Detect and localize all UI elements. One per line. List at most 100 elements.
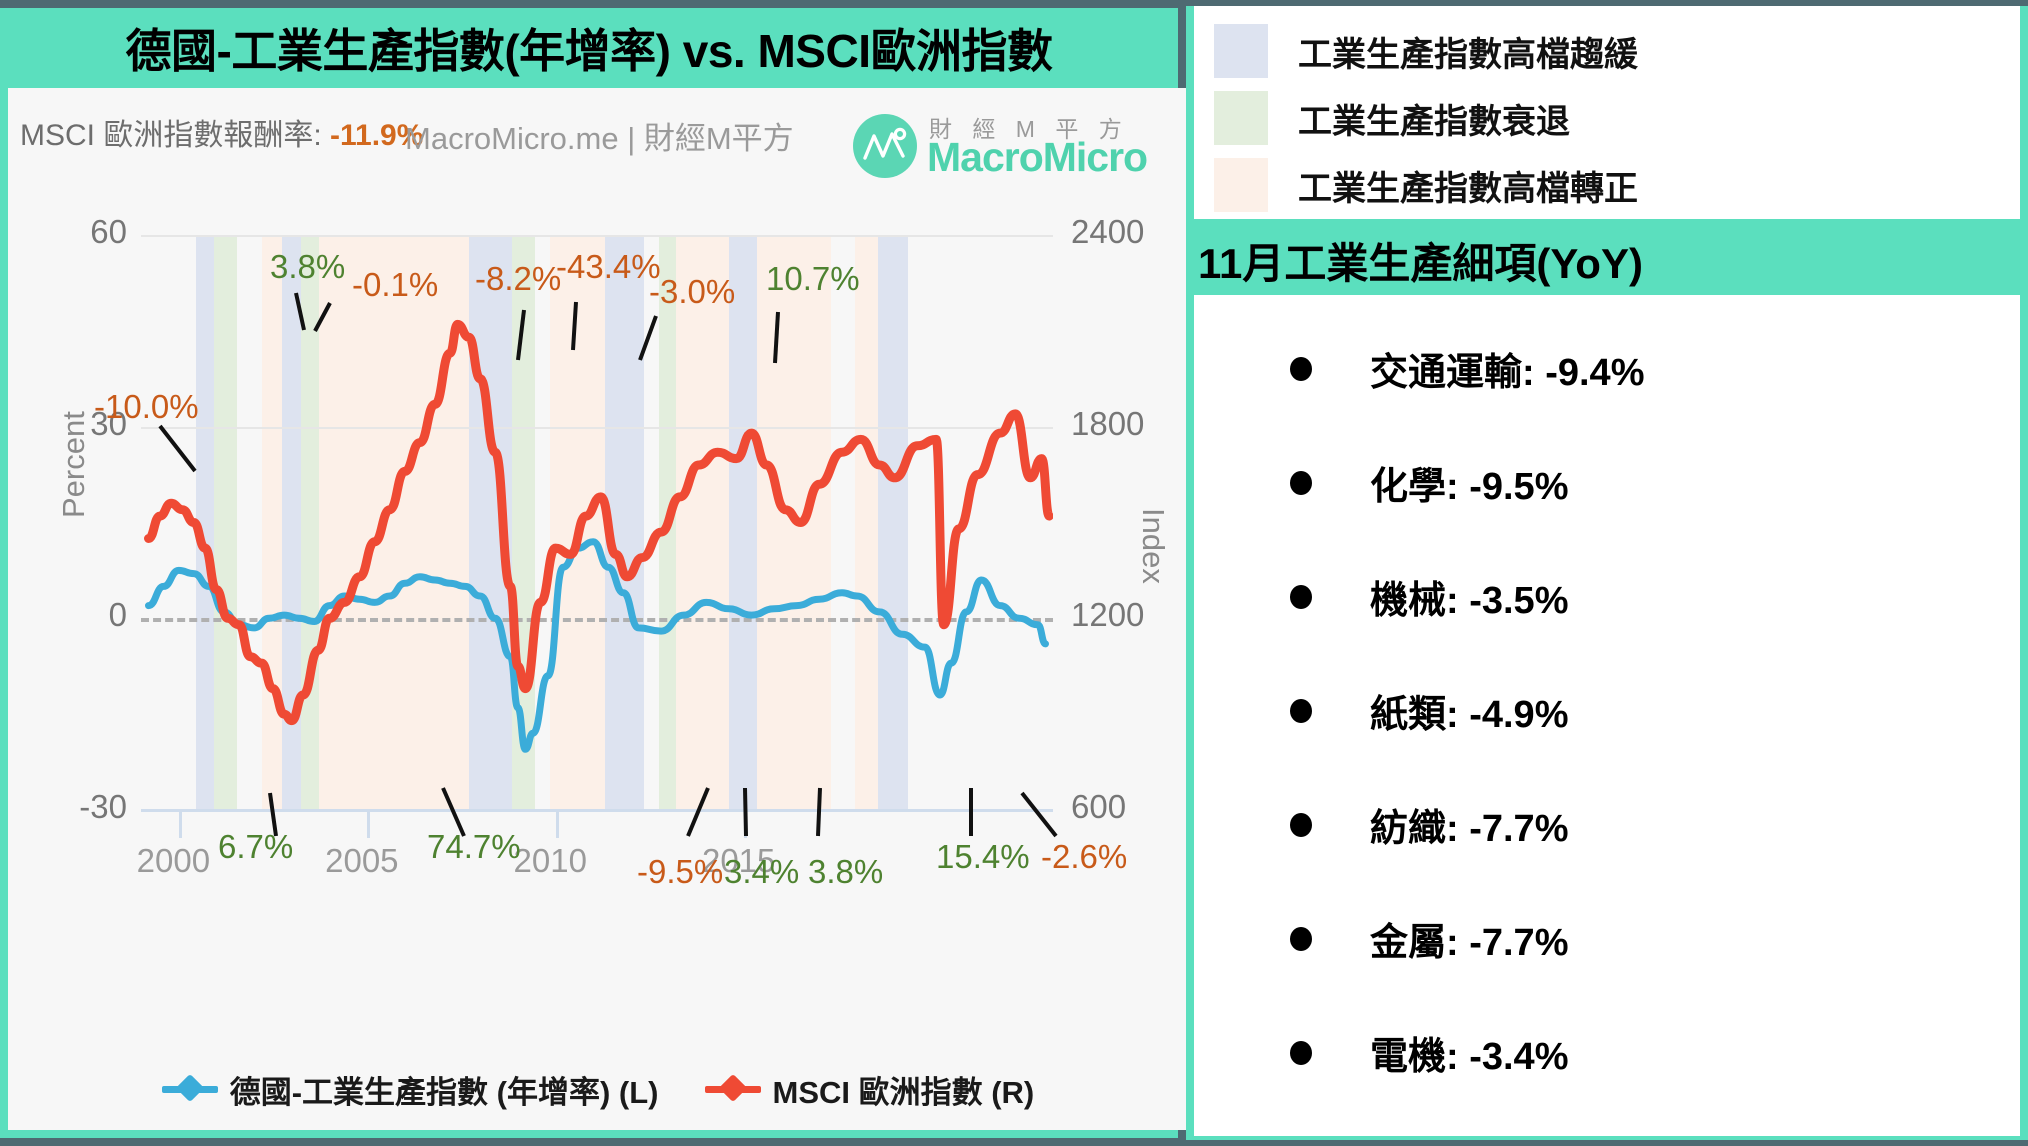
gridline	[141, 235, 1053, 237]
x-tickmark	[743, 810, 747, 838]
shaded-bands	[141, 235, 1053, 810]
gridline	[141, 426, 1053, 429]
y-tick-right: 1800	[1071, 404, 1145, 442]
y-tick-right: 1200	[1071, 596, 1145, 634]
band-legend-item: 工業生產指數高檔轉正	[1214, 158, 1638, 212]
band-legend: 工業生產指數高檔趨緩 工業生產指數衰退工業生產指數高檔轉正	[1194, 6, 2020, 219]
bullet-icon	[1290, 1040, 1312, 1065]
detail-list-item: 化學: -9.5%	[1194, 455, 2020, 510]
band-slowdown	[282, 235, 302, 810]
chart-title-bar: 德國-工業生產指數(年增率) vs. MSCI歐洲指數	[0, 8, 1178, 88]
bullet-icon	[1290, 470, 1312, 495]
band-legend-item: 工業生產指數衰退	[1214, 91, 1570, 145]
chart-annotation: 3.8%	[808, 853, 884, 890]
band-legend-item: 工業生產指數高檔趨緩	[1214, 24, 1638, 78]
band-legend-label: 工業生產指數衰退	[1298, 102, 1570, 141]
y-tick-left: 0	[108, 596, 127, 634]
legend-label-ip: 德國-工業生產指數 (年增率) (L)	[229, 1074, 659, 1110]
band-turn_positive	[318, 235, 469, 810]
band-slowdown	[728, 235, 758, 810]
x-tick: 2015	[701, 842, 776, 879]
x-tick: 2000	[136, 842, 211, 879]
zero-line	[141, 618, 1053, 623]
series-legend: 德國-工業生產指數 (年增率) (L) MSCI 歐洲指數 (R)	[8, 1062, 1188, 1116]
y-tick-left: 30	[90, 404, 127, 442]
band-legend-label: 工業生產指數高檔轉正	[1298, 169, 1638, 208]
bullet-icon	[1290, 356, 1312, 381]
chart-annotation: -10.0%	[94, 388, 199, 425]
detail-list-label: 紡織: -7.7%	[1370, 808, 1569, 850]
legend-label-msci: MSCI 歐洲指數 (R)	[772, 1074, 1035, 1110]
band-legend-label: 工業生產指數高檔趨緩	[1298, 35, 1638, 74]
detail-list-item: 交通運輸: -9.4%	[1194, 341, 2020, 396]
chart-annotation: -43.4%	[556, 248, 661, 285]
x-tickmark	[178, 810, 182, 838]
band-slowdown	[195, 235, 215, 810]
macromicro-logo: 財 經 M 平 方 MacroMicro	[853, 110, 1173, 182]
detail-list-item: 機械: -3.5%	[1194, 569, 2020, 624]
chart-annotation: -2.6%	[1041, 838, 1128, 875]
legend-marker-msci-icon	[704, 1073, 761, 1103]
brand-cn: 財 經 M 平 方	[929, 116, 1129, 142]
msci-return-value: -11.9%	[330, 119, 424, 152]
legend-item-msci[interactable]: MSCI 歐洲指數 (R)	[704, 1067, 1035, 1112]
x-tick: 2010	[513, 842, 587, 879]
side-panel: 工業生產指數高檔趨緩 工業生產指數衰退工業生產指數高檔轉正 11月工業生產細項(Y…	[1186, 6, 2028, 1140]
band-swatch	[1214, 24, 1268, 78]
bullet-icon	[1290, 812, 1312, 837]
bullet-icon	[1290, 926, 1312, 951]
bullet-icon	[1290, 698, 1312, 723]
detail-panel-list: 交通運輸: -9.4% 化學: -9.5% 機械: -3.5% 紙類: -4.9% 紡織…	[1194, 295, 2020, 1136]
band-turn_positive	[855, 235, 878, 810]
band-swatch	[1214, 158, 1268, 212]
bullet-icon	[1290, 584, 1312, 609]
detail-list-label: 金屬: -7.7%	[1370, 922, 1569, 964]
y-tick-left: -30	[79, 788, 127, 825]
detail-list-item: 紡織: -7.7%	[1194, 797, 2020, 852]
chart-annotation: 3.8%	[270, 248, 346, 285]
chart-annotation: 3.4%	[724, 853, 800, 890]
legend-marker-ip-icon	[161, 1073, 218, 1103]
detail-list-label: 交通運輸: -9.4%	[1370, 352, 1645, 394]
msci-return-text: MSCI 歐洲指數報酬率:	[20, 119, 322, 152]
chart-annotation: 6.7%	[218, 828, 294, 865]
msci-return-label: MSCI 歐洲指數報酬率: -11.9%	[20, 110, 423, 154]
y-axis-label-right: Index	[1136, 508, 1171, 584]
band-swatch	[1214, 91, 1268, 145]
x-tick: 2005	[325, 842, 399, 879]
chart-annotation: 15.4%	[936, 838, 1030, 875]
y-tick-right: 600	[1071, 788, 1127, 825]
detail-list-item: 紙類: -4.9%	[1194, 683, 2020, 738]
detail-list-label: 紙類: -4.9%	[1370, 694, 1569, 736]
x-axis-line	[141, 809, 1053, 812]
chart-annotation: -8.2%	[475, 260, 562, 297]
y-tick-left: 60	[90, 213, 127, 250]
plot-area	[141, 235, 1053, 812]
chart-annotation: -3.0%	[649, 273, 736, 310]
detail-panel-header: 11月工業生產細項(YoY)	[1194, 225, 2020, 295]
detail-list-label: 化學: -9.5%	[1370, 466, 1569, 508]
detail-list-label: 電機: -3.4%	[1370, 1036, 1569, 1078]
legend-item-ip[interactable]: 德國-工業生產指數 (年增率) (L)	[161, 1067, 659, 1112]
brand-en: MacroMicro	[927, 134, 1148, 180]
x-tickmark	[367, 810, 371, 838]
detail-list-label: 機械: -3.5%	[1370, 580, 1569, 622]
detail-list-item: 電機: -3.4%	[1194, 1025, 2020, 1080]
band-slowdown	[877, 235, 908, 810]
y-tick-right: 2400	[1071, 213, 1145, 250]
band-recession	[214, 235, 238, 810]
detail-panel-title: 11月工業生產細項(YoY)	[1198, 239, 1643, 287]
logo-mark-icon	[853, 114, 917, 178]
watermark-text: MacroMicro.me | 財經M平方	[405, 121, 794, 156]
chart-panel: 德國-工業生產指數(年增率) vs. MSCI歐洲指數 MSCI 歐洲指數報酬率…	[0, 8, 1188, 1138]
chart-annotation: 74.7%	[427, 828, 521, 865]
chart-annotation: -9.5%	[637, 853, 724, 890]
chart-card: MSCI 歐洲指數報酬率: -11.9% MacroMicro.me | 財經M…	[8, 88, 1188, 1130]
chart-annotation: 10.7%	[766, 260, 860, 297]
series-path-msci	[144, 319, 1053, 726]
series-lines	[144, 319, 1053, 753]
series-path-ip	[145, 538, 1049, 753]
detail-list-item: 金屬: -7.7%	[1194, 911, 2020, 966]
band-turn_positive	[676, 235, 729, 810]
